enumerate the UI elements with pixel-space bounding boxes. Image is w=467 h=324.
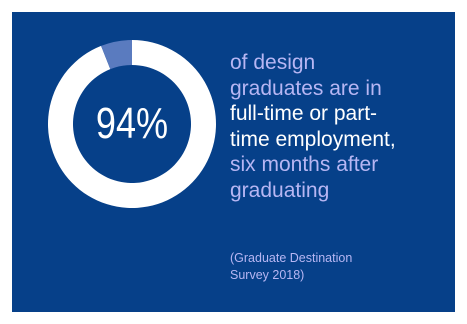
description-line: full-time or part- [230,101,445,127]
description-line: of design [230,50,445,76]
source-citation: (Graduate Destination Survey 2018) [230,250,440,284]
description-line: graduating [230,178,445,204]
percentage-label: 94% [61,92,202,156]
source-line: (Graduate Destination [230,250,440,267]
infographic-panel: 94% of design graduates are in full-time… [12,12,455,312]
description-line: graduates are in [230,76,445,102]
description-line: six months after [230,152,445,178]
description-line: time employment, [230,127,445,153]
source-line: Survey 2018) [230,267,440,284]
statistic-description: of design graduates are in full-time or … [230,50,445,203]
